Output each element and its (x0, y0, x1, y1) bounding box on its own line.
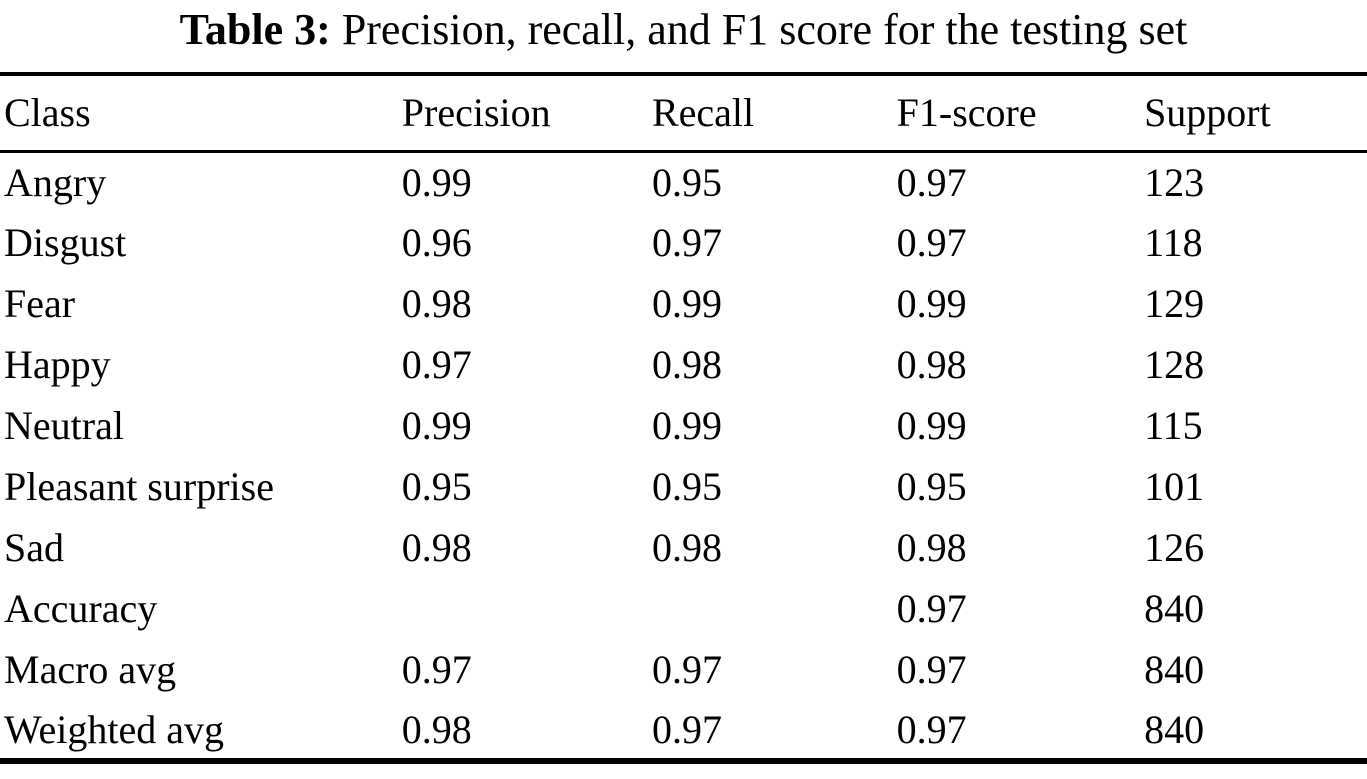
header-row: Class Precision Recall F1-score Support (0, 72, 1367, 153)
cell-support: 128 (1144, 342, 1205, 387)
cell-f1-score: 0.98 (896, 342, 967, 387)
cell-f1-score: 0.97 (896, 586, 967, 631)
cell-precision: 0.95 (401, 464, 472, 509)
table-caption-text: Precision, recall, and F1 score for the … (330, 5, 1188, 54)
table-caption: Table 3: Precision, recall, and F1 score… (0, 2, 1367, 58)
cell-support: 840 (1144, 586, 1205, 631)
cell-class: Macro avg (4, 647, 177, 692)
cell-precision: 0.98 (401, 525, 472, 570)
cell-support: 840 (1144, 647, 1205, 692)
cell-class: Disgust (4, 220, 127, 265)
cell-recall: 0.95 (651, 159, 722, 205)
cell-support: 840 (1140, 700, 1367, 764)
cell-class: Accuracy (4, 586, 158, 631)
cell-class: Weighted avg (0, 700, 398, 764)
cell-precision: 0.97 (401, 342, 472, 387)
column-header-precision: Precision (397, 72, 648, 153)
cell-recall: 0.98 (651, 525, 722, 570)
cell-class: Neutral (4, 403, 124, 448)
column-header-recall: Recall (647, 72, 893, 153)
cell-support: 123 (1144, 159, 1205, 205)
cell-precision: 0.98 (397, 700, 648, 764)
metrics-table: Class Precision Recall F1-score Support … (0, 72, 1367, 764)
cell-class: Pleasant surprise (4, 464, 274, 509)
table-row: Fear 0.98 0.99 0.99 129 (0, 273, 1367, 334)
table-row: Sad 0.98 0.98 0.98 126 (0, 517, 1367, 578)
table-row: Neutral 0.99 0.99 0.99 115 (0, 395, 1367, 456)
cell-f1-score: 0.99 (896, 281, 967, 326)
cell-f1-score: 0.98 (896, 525, 967, 570)
cell-support: 129 (1144, 281, 1205, 326)
cell-f1-score: 0.97 (892, 700, 1141, 764)
table-row: Weighted avg 0.98 0.97 0.97 840 (0, 700, 1367, 764)
table-row: Accuracy 0.97 840 (0, 578, 1367, 639)
cell-recall: 0.97 (651, 220, 722, 265)
cell-recall: 0.95 (651, 464, 722, 509)
table-caption-label: Table 3: (179, 5, 331, 54)
column-header-class: Class (0, 72, 398, 153)
cell-precision: 0.99 (401, 159, 472, 205)
cell-recall (648, 578, 893, 639)
cell-recall: 0.99 (651, 403, 722, 448)
cell-f1-score: 0.97 (896, 220, 967, 265)
cell-precision: 0.96 (401, 220, 472, 265)
cell-f1-score: 0.95 (896, 464, 967, 509)
cell-support: 101 (1144, 464, 1205, 509)
table-row: Pleasant surprise 0.95 0.95 0.95 101 (0, 456, 1367, 517)
cell-recall: 0.99 (651, 281, 722, 326)
cell-support: 115 (1144, 403, 1203, 448)
cell-f1-score: 0.97 (896, 647, 967, 692)
column-header-f1-score: F1-score (892, 72, 1141, 153)
cell-precision: 0.97 (401, 647, 472, 692)
cell-f1-score: 0.97 (896, 159, 967, 205)
cell-precision: 0.98 (401, 281, 472, 326)
cell-class: Fear (4, 281, 76, 326)
cell-class: Angry (4, 159, 107, 205)
cell-precision (398, 578, 648, 639)
table-row: Happy 0.97 0.98 0.98 128 (0, 334, 1367, 395)
table-row: Angry 0.99 0.95 0.97 123 (0, 151, 1367, 212)
column-header-support: Support (1140, 72, 1367, 153)
cell-support: 126 (1144, 525, 1205, 570)
cell-class: Happy (4, 342, 111, 387)
cell-recall: 0.97 (647, 700, 893, 764)
cell-class: Sad (4, 525, 64, 570)
cell-recall: 0.98 (651, 342, 722, 387)
table-row: Disgust 0.96 0.97 0.97 118 (0, 212, 1367, 273)
table-row: Macro avg 0.97 0.97 0.97 840 (0, 639, 1367, 700)
cell-support: 118 (1144, 220, 1203, 265)
cell-recall: 0.97 (651, 647, 722, 692)
cell-precision: 0.99 (401, 403, 472, 448)
cell-f1-score: 0.99 (896, 403, 967, 448)
